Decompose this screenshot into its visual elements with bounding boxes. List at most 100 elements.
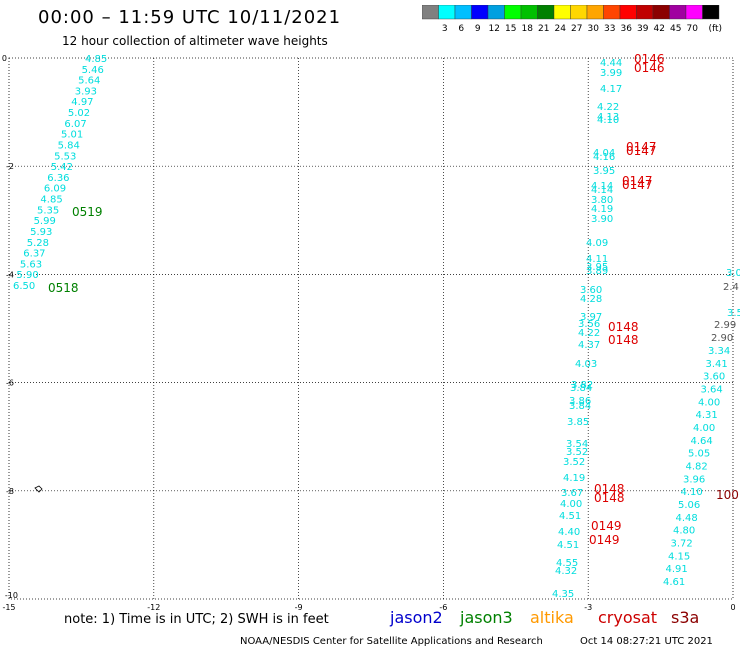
scale-label: 12: [489, 24, 500, 34]
wave-height-value: 5.53: [54, 151, 76, 162]
island-coastline: [34, 485, 43, 493]
credit-line: NOAA/NESDIS Center for Satellite Applica…: [240, 636, 543, 647]
orbit-pass-label: 0149: [591, 519, 622, 533]
y-tick-label: -2: [6, 162, 14, 171]
wave-height-value: 3.89: [586, 266, 608, 277]
altimeter-map: -15 -12 -9 -6 -3 00-2-4-6-8-104.855.465.643.9…: [2, 52, 740, 610]
wave-height-value: 3.95: [586, 262, 608, 273]
wave-height-value: 5.01: [61, 130, 83, 141]
orbit-pass-label: 0147: [626, 140, 657, 154]
map-frame: [8, 57, 734, 600]
wave-height-value: 6.07: [64, 119, 86, 130]
wave-height-value: 3.64: [701, 385, 723, 396]
wave-height-value: 4.14: [591, 181, 613, 192]
wave-height-value: 3.80: [591, 195, 613, 206]
scale-label: 45: [670, 24, 681, 34]
wave-height-value: 4.85: [40, 195, 62, 206]
orbit-pass-label: 0148: [594, 482, 625, 496]
wave-height-value: 3.60: [580, 285, 602, 296]
orbit-pass-label: 0149: [589, 533, 620, 547]
scale-label: 6: [458, 24, 464, 34]
y-tick-label: -6: [6, 379, 14, 388]
wave-height-value: 3.97: [580, 312, 602, 323]
wave-height-value: 3.84: [569, 401, 591, 412]
wave-height-value: 4.48: [676, 513, 698, 524]
wave-height-value: 4.80: [673, 526, 695, 537]
wave-height-value: 5.99: [34, 216, 56, 227]
wave-height-value: 3.86: [569, 396, 591, 407]
scale-label: 21: [538, 24, 549, 34]
wave-height-value: 5.90: [16, 270, 38, 281]
scale-label: 18: [522, 24, 534, 34]
x-tick-label: -15: [2, 603, 15, 610]
wave-height-value: 3.0: [726, 268, 740, 279]
wave-height-value: 3.52: [563, 457, 585, 468]
wave-height-value: 4.04: [593, 148, 615, 159]
wave-height-value: 4.10: [681, 487, 703, 498]
wave-height-value: 4.55: [556, 558, 578, 569]
wave-height-value: 3.34: [708, 346, 730, 357]
wave-height-value: 4.44: [600, 58, 622, 69]
wave-height-value: 3.84: [570, 383, 592, 394]
wave-height-value: 5.02: [68, 108, 90, 119]
wave-height-value: 4.37: [578, 340, 600, 351]
orbit-pass-label: 0147: [626, 144, 657, 158]
wave-height-value: 4.82: [686, 462, 708, 473]
wave-height-value: 5.05: [688, 449, 710, 460]
wave-height-value: 3.95: [593, 166, 615, 177]
scale-label: 9: [475, 24, 481, 34]
wave-height-value: 4.00: [560, 499, 582, 510]
wave-height-value: 4.32: [555, 566, 577, 577]
wave-height-value: 4.85: [85, 54, 107, 65]
satellite-legend-jason2: jason2: [390, 608, 443, 627]
wave-height-value: 6.36: [47, 173, 69, 184]
map-subtitle: 12 hour collection of altimeter wave hei…: [62, 34, 328, 48]
wave-height-value: 4.22: [597, 102, 619, 113]
scale-label: 27: [571, 24, 582, 34]
scale-label: 42: [654, 24, 665, 34]
x-tick-label: -9: [295, 603, 303, 610]
wave-height-value: 2.4: [723, 282, 739, 293]
orbit-pass-label: 0147: [622, 174, 653, 188]
wave-height-value: 4.11: [586, 254, 608, 265]
satellite-legend-s3a: s3a: [671, 608, 700, 627]
wave-height-value: 3.56: [578, 319, 600, 330]
orbit-pass-label: 0519: [72, 205, 103, 219]
wave-height-value: 3.82: [571, 380, 593, 391]
wave-height-value: 3.60: [703, 372, 725, 383]
satellite-legend-altika: altika: [530, 608, 574, 627]
orbit-pass-label: 0518: [48, 281, 79, 295]
y-tick-label: -4: [6, 270, 14, 279]
wave-height-value: 3.58: [727, 308, 740, 319]
wave-height-value: 3.93: [75, 86, 97, 97]
scale-unit: (ft): [709, 24, 723, 34]
y-tick-label: -10: [5, 591, 18, 600]
wave-height-value: 4.91: [666, 564, 688, 575]
wave-height-value: 4.61: [663, 577, 685, 588]
wave-height-value: 3.41: [706, 359, 728, 370]
scale-label: 15: [505, 24, 516, 34]
scale-label: 39: [637, 24, 649, 34]
wave-height-value: 4.00: [698, 397, 720, 408]
satellite-legend-cryosat: cryosat: [598, 608, 658, 627]
wave-height-value: 4.16: [593, 152, 615, 163]
x-tick-label: -12: [147, 603, 160, 610]
wave-height-value: 4.10: [597, 115, 619, 126]
wave-height-value: 6.09: [44, 184, 66, 195]
wave-height-value: 4.64: [691, 436, 713, 447]
wave-height-value: 3.52: [566, 447, 588, 458]
orbit-pass-label: 0147: [622, 178, 653, 192]
satellite-legend-jason3: jason3: [460, 608, 513, 627]
wave-height-value: 4.03: [575, 359, 597, 370]
scale-label: 70: [687, 24, 699, 34]
wave-height-value: 3.99: [600, 68, 622, 79]
wave-height-value: 3.67: [561, 488, 583, 499]
wave-height-value: 4.51: [559, 511, 581, 522]
y-tick-label: -8: [6, 487, 14, 496]
generation-timestamp: Oct 14 08:27:21 UTC 2021: [580, 636, 713, 647]
wave-height-value: 4.35: [552, 589, 574, 600]
wave-height-value: 2.99: [714, 320, 736, 331]
wave-height-value: 5.93: [30, 227, 52, 238]
wave-height-value: 4.00: [693, 423, 715, 434]
wave-height-value: 5.06: [678, 500, 700, 511]
